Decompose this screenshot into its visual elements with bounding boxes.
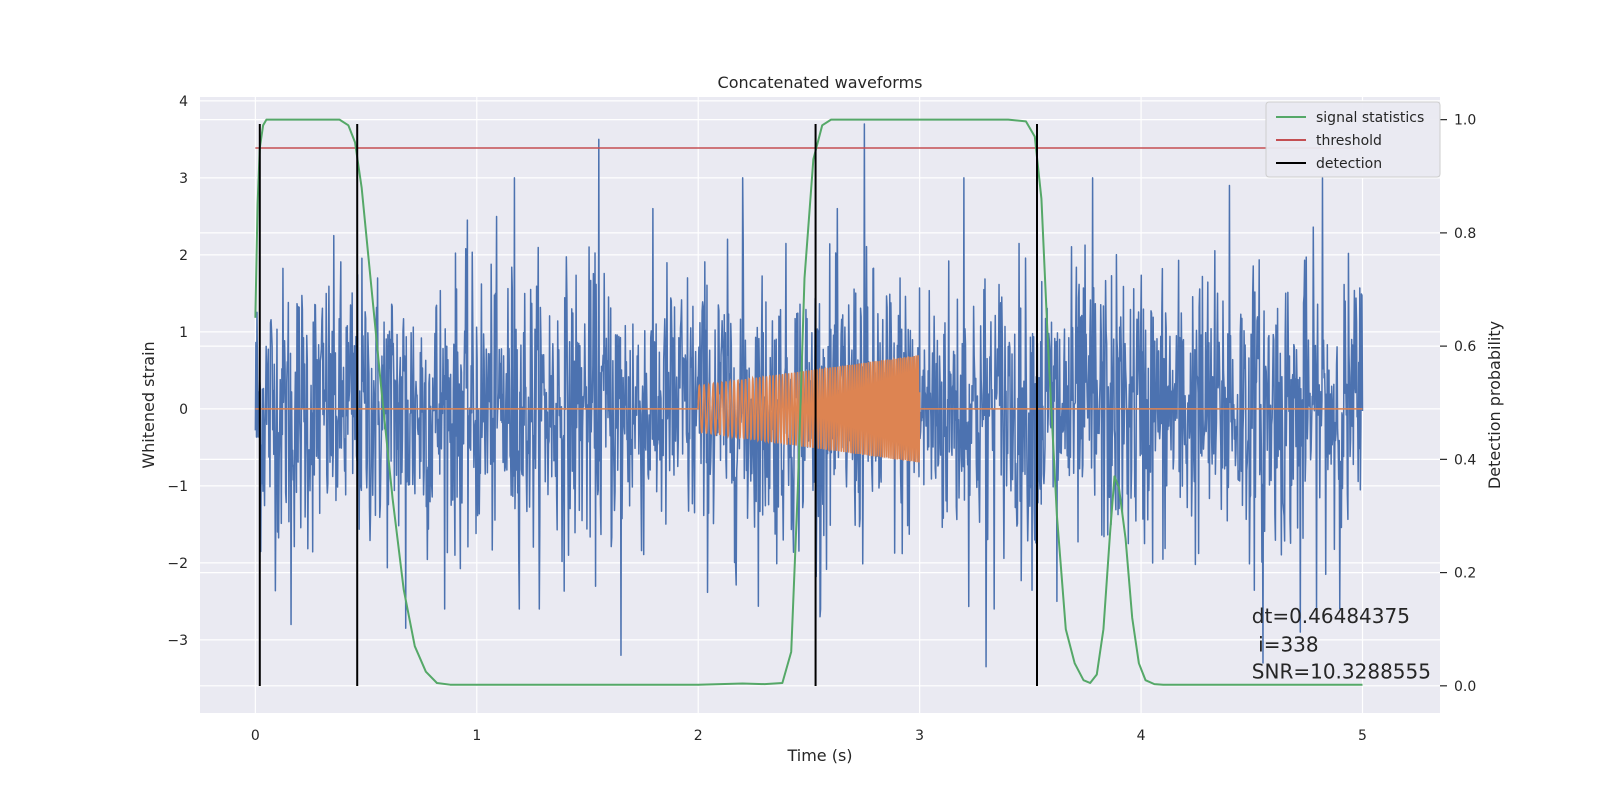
y2-tick-label: 0.8 [1454,226,1476,242]
y-tick-label: 3 [179,171,188,187]
y-tick-label: −3 [167,633,188,649]
y-tick-label: 1 [179,325,188,341]
y-tick-label: −1 [167,479,188,495]
legend-label: signal statistics [1316,110,1424,126]
x-tick-label: 1 [472,728,481,744]
annotation-text: dt=0.46484375 [1252,604,1410,628]
ticks-layer: 0 1 2 3 4 5 −3 −2 −1 0 1 2 3 4 0.0 0.2 0.4 0.6 0.8 1.0 [167,94,1476,744]
y2-tick-label: 0.2 [1454,566,1476,582]
y-tick-label: 4 [179,94,188,110]
y-axis-label: Whitened strain [139,341,158,468]
x-tick-label: 3 [915,728,924,744]
legend-box [1265,101,1441,178]
y-tick-label: −2 [167,556,188,572]
legend-label: threshold [1316,133,1382,149]
y2-tick-label: 0.6 [1454,339,1476,355]
x-tick-label: 0 [251,728,260,744]
legend: signal statistics threshold detection [1265,101,1441,178]
y2-axis-label: Detection probability [1485,321,1504,489]
x-axis-label: Time (s) [786,746,852,765]
x-tick-label: 4 [1137,728,1146,744]
y2-tick-label: 0.4 [1454,452,1476,468]
y-tick-label: 2 [179,248,188,264]
annotation-layer: dt=0.46484375 i=338 SNR=10.3288555 [1252,604,1431,683]
x-tick-label: 5 [1358,728,1367,744]
annotation-text: i=338 [1252,632,1319,656]
series-layer [254,118,1364,687]
y2-tick-label: 1.0 [1454,113,1476,129]
y2-tick-label: 0.0 [1454,679,1476,695]
legend-label: detection [1316,156,1382,172]
annotation-text: SNR=10.3288555 [1252,659,1431,683]
chart-title: Concatenated waveforms [718,73,923,92]
injected-waveform-line [255,355,1363,463]
y-tick-label: 0 [179,402,188,418]
signal-statistics-line [254,118,1363,686]
x-tick-label: 2 [694,728,703,744]
